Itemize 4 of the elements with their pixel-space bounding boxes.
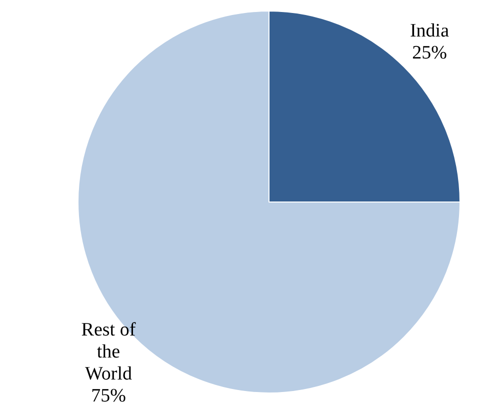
slice-label: Rest of the World <box>81 319 136 384</box>
slice-label: India <box>410 20 450 41</box>
data-label: 75% <box>91 385 126 406</box>
data-label: 25% <box>412 42 448 63</box>
